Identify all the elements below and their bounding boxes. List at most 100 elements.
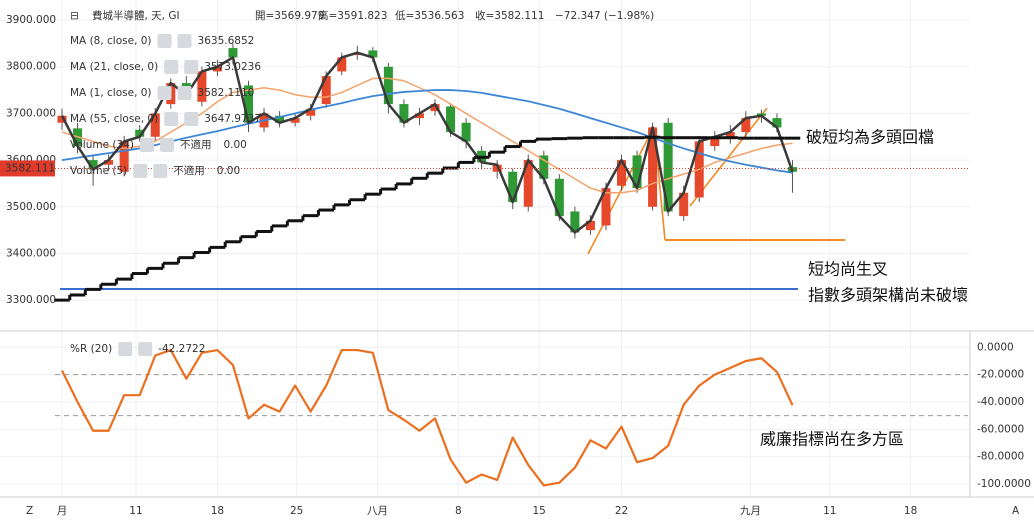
x-tick-label: 八月 <box>367 505 388 517</box>
x-tick-label: 月 <box>57 505 68 517</box>
candle-body <box>57 115 67 123</box>
y-tick-label: -60.0000 <box>977 423 1024 435</box>
y-tick-label: -80.0000 <box>977 451 1024 463</box>
candle-body <box>710 136 720 147</box>
candle-body <box>275 115 285 123</box>
candle-body <box>663 122 673 212</box>
candle-body <box>585 220 595 231</box>
trend-line <box>587 126 655 255</box>
x-tick-label: 25 <box>290 505 303 517</box>
menu-icon[interactable]: ⊟ <box>70 10 79 22</box>
legend-value: 0.00 <box>217 165 240 177</box>
legend-name: MA (8, close, 0) <box>70 35 152 47</box>
candle-body <box>399 104 409 123</box>
last-price-label: 3582.111 <box>5 162 55 174</box>
legend-name: Volume (5) <box>70 165 127 177</box>
x-tick-label: 22 <box>615 505 628 517</box>
settings-icon[interactable] <box>157 86 172 100</box>
close-icon[interactable] <box>177 34 192 48</box>
x-tick-label: 18 <box>904 505 917 517</box>
candle-body <box>135 129 145 137</box>
legend: ⊟ 費城半導體, 天, GI 開=3569.979 高=3591.823 低=3… <box>70 9 654 356</box>
symbol[interactable]: 費城半導體, 天, GI <box>92 9 180 22</box>
y-tick-label: 3800.000 <box>6 61 56 73</box>
settings-icon[interactable] <box>118 342 133 356</box>
settings-icon[interactable] <box>157 34 172 48</box>
candle-body <box>492 164 502 172</box>
x-tick-label: 11 <box>823 505 836 517</box>
candle-body <box>446 106 456 133</box>
settings-icon[interactable] <box>133 164 148 178</box>
legend-name: MA (21, close, 0) <box>70 61 158 73</box>
y-tick-label: -100.0000 <box>977 478 1031 490</box>
candle-body <box>197 71 207 102</box>
candle-body <box>648 127 658 207</box>
y-tick-label: -20.0000 <box>977 369 1024 381</box>
candle-body <box>601 188 611 226</box>
candle-body <box>523 160 533 207</box>
settings-icon[interactable] <box>139 138 154 152</box>
y-tick-label: -40.0000 <box>977 396 1024 408</box>
y-tick-label: 3700.000 <box>6 107 56 119</box>
y-tick-label: 3500.000 <box>6 201 56 213</box>
indicator-line <box>61 348 794 487</box>
y-tick-label: 0.0000 <box>977 341 1014 353</box>
candle-body <box>414 113 424 119</box>
legend-name: Volume (34) <box>70 139 134 151</box>
candle-body <box>119 141 129 172</box>
candle-body <box>306 108 316 116</box>
legend-value: 0.00 <box>223 139 246 151</box>
candle-body <box>632 155 642 189</box>
legend-name: MA (1, close, 0) <box>70 87 152 99</box>
corner-icon[interactable]: A <box>1012 505 1020 517</box>
close-icon[interactable] <box>153 164 168 178</box>
ohlc-low: 低=3536.563 <box>395 9 464 22</box>
candle-body <box>88 160 98 170</box>
candle-body <box>461 122 471 142</box>
ma-line <box>61 89 793 174</box>
close-icon[interactable] <box>177 86 192 100</box>
candle-body <box>430 104 440 112</box>
annotation: 威廉指標尚在多方區 <box>760 430 904 449</box>
annotation: 指數多頭架構尚未破壞 <box>808 286 968 305</box>
settings-icon[interactable] <box>164 112 179 126</box>
legend-value: -42.2722 <box>158 343 205 355</box>
legend-note: 不適用 <box>173 164 205 177</box>
candle-body <box>243 85 254 123</box>
legend-value: 3573.0236 <box>204 61 261 73</box>
settings-icon[interactable] <box>164 60 179 74</box>
candle-body <box>228 48 238 58</box>
candle-body <box>741 118 751 133</box>
close-icon[interactable] <box>159 138 174 152</box>
close-icon[interactable] <box>138 342 153 356</box>
ohlc-close: 收=3582.111 <box>475 9 544 22</box>
x-tick-label: 8 <box>455 505 462 517</box>
y-tick-label: 3900.000 <box>6 14 56 26</box>
close-icon[interactable] <box>184 60 199 74</box>
corner-icon[interactable]: Z <box>26 505 33 517</box>
x-tick-label: 11 <box>129 505 142 517</box>
candle-body <box>679 192 689 217</box>
candle-body <box>337 57 347 72</box>
legend-value: 3647.9737 <box>204 113 261 125</box>
ohlc-change: −72.347 (−1.98%) <box>555 10 654 22</box>
candle-body <box>368 50 378 58</box>
last-price-box <box>0 160 55 177</box>
x-tick-label: 15 <box>532 505 545 517</box>
candle-body <box>104 160 114 165</box>
legend-value: 3582.1110 <box>198 87 255 99</box>
candle-body <box>772 118 782 128</box>
candle-body <box>150 113 160 137</box>
candle-body <box>570 211 580 233</box>
candle-body <box>212 66 222 72</box>
candle-body <box>617 160 627 186</box>
close-icon[interactable] <box>184 112 199 126</box>
annotation: 破短均為多頭回檔 <box>806 128 934 147</box>
candle-body <box>508 171 518 203</box>
candle-body <box>725 132 735 140</box>
candle-body <box>539 155 549 179</box>
legend-name: MA (55, close, 0) <box>70 113 158 125</box>
candle-body <box>383 66 393 105</box>
ohlc-high: 高=3591.823 <box>318 9 387 22</box>
